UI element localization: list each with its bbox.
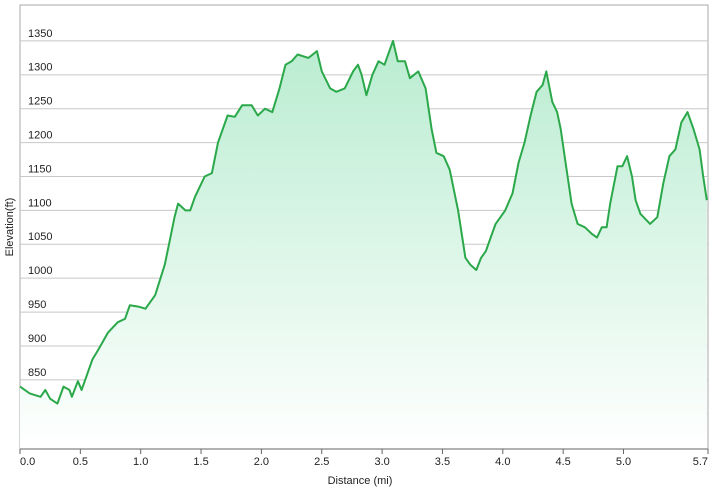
y-tick-label: 1050 [28,231,52,243]
area-fill [20,40,707,450]
x-tick-label: 4.5 [556,456,571,468]
y-tick-label: 950 [28,299,46,311]
x-tick-label: 0.0 [20,456,35,468]
x-tick-label: 5.0 [616,456,631,468]
y-tick-label: 1100 [28,197,52,209]
x-tick-label: 1.5 [193,456,208,468]
y-tick-label: 1200 [28,130,52,142]
y-tick-label: 1150 [28,163,52,175]
y-axis-label: Elevation(ft) [4,198,16,257]
x-tick-label: 5.7 [693,456,708,468]
x-tick-label: 3.0 [374,456,389,468]
x-tick-label: 4.0 [495,456,510,468]
x-axis-label: Distance (mi) [328,475,393,487]
x-tick-label: 1.0 [133,456,148,468]
y-tick-label: 1250 [28,96,52,108]
y-tick-label: 850 [28,367,46,379]
x-tick-label: 2.0 [254,456,269,468]
y-tick-label: 1000 [28,265,52,277]
y-tick-label: 1300 [28,62,52,74]
x-tick-label: 2.5 [314,456,329,468]
y-tick-label: 1350 [28,28,52,40]
x-tick-label: 3.5 [435,456,450,468]
elevation-line [19,39,708,405]
x-tick-label: 0.5 [73,456,88,468]
y-tick-label: 900 [28,333,46,345]
